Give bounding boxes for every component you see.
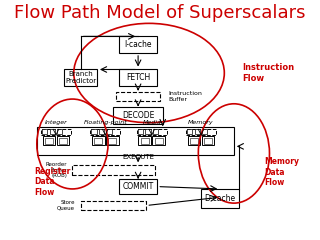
- FancyBboxPatch shape: [188, 136, 200, 145]
- Text: Instruction
Buffer: Instruction Buffer: [168, 91, 202, 102]
- FancyBboxPatch shape: [155, 138, 163, 144]
- FancyBboxPatch shape: [114, 107, 163, 124]
- FancyBboxPatch shape: [108, 138, 116, 144]
- FancyBboxPatch shape: [106, 136, 119, 145]
- FancyBboxPatch shape: [57, 136, 69, 145]
- FancyBboxPatch shape: [41, 129, 71, 135]
- Text: D-cache: D-cache: [205, 194, 236, 203]
- Text: I-cache: I-cache: [124, 40, 152, 49]
- Text: Flow Path Model of Superscalars: Flow Path Model of Superscalars: [14, 4, 306, 22]
- FancyBboxPatch shape: [57, 129, 62, 134]
- FancyBboxPatch shape: [72, 165, 155, 175]
- Text: Media: Media: [142, 120, 161, 125]
- FancyBboxPatch shape: [152, 136, 165, 145]
- FancyBboxPatch shape: [119, 180, 157, 194]
- FancyBboxPatch shape: [59, 138, 67, 144]
- FancyBboxPatch shape: [202, 136, 214, 145]
- FancyBboxPatch shape: [139, 136, 151, 145]
- FancyBboxPatch shape: [204, 138, 212, 144]
- FancyBboxPatch shape: [43, 136, 55, 145]
- Text: EXECUTE: EXECUTE: [122, 154, 154, 160]
- FancyBboxPatch shape: [145, 129, 151, 134]
- FancyBboxPatch shape: [94, 138, 102, 144]
- Text: Branch
Predictor: Branch Predictor: [65, 71, 96, 84]
- FancyBboxPatch shape: [137, 129, 167, 135]
- FancyBboxPatch shape: [42, 129, 47, 134]
- FancyBboxPatch shape: [81, 201, 146, 210]
- FancyBboxPatch shape: [119, 70, 157, 86]
- FancyBboxPatch shape: [45, 138, 53, 144]
- Text: Reorder
Buffer
(ROB): Reorder Buffer (ROB): [45, 162, 67, 178]
- FancyBboxPatch shape: [90, 129, 120, 135]
- FancyBboxPatch shape: [116, 92, 160, 102]
- Text: Store
Queue: Store Queue: [57, 200, 75, 211]
- FancyBboxPatch shape: [186, 129, 216, 135]
- Text: COMMIT: COMMIT: [123, 182, 154, 191]
- Text: Integer: Integer: [44, 120, 68, 125]
- Text: Memory
Data
Flow: Memory Data Flow: [264, 157, 299, 187]
- Text: Instruction
Flow: Instruction Flow: [242, 63, 294, 83]
- FancyBboxPatch shape: [153, 129, 158, 134]
- FancyBboxPatch shape: [138, 129, 143, 134]
- FancyBboxPatch shape: [141, 138, 148, 144]
- FancyBboxPatch shape: [64, 70, 97, 86]
- FancyBboxPatch shape: [201, 189, 239, 208]
- FancyBboxPatch shape: [50, 129, 55, 134]
- FancyBboxPatch shape: [92, 136, 105, 145]
- FancyBboxPatch shape: [106, 129, 112, 134]
- FancyBboxPatch shape: [195, 129, 200, 134]
- Text: Floating-point: Floating-point: [84, 120, 127, 125]
- FancyBboxPatch shape: [190, 138, 198, 144]
- FancyBboxPatch shape: [119, 36, 157, 53]
- Text: DECODE: DECODE: [122, 111, 154, 120]
- FancyBboxPatch shape: [99, 129, 104, 134]
- Text: FETCH: FETCH: [126, 73, 150, 82]
- FancyBboxPatch shape: [91, 129, 97, 134]
- Text: Register
Data
Flow: Register Data Flow: [34, 167, 70, 197]
- Text: Memory: Memory: [188, 120, 214, 125]
- FancyBboxPatch shape: [187, 129, 192, 134]
- FancyBboxPatch shape: [202, 129, 207, 134]
